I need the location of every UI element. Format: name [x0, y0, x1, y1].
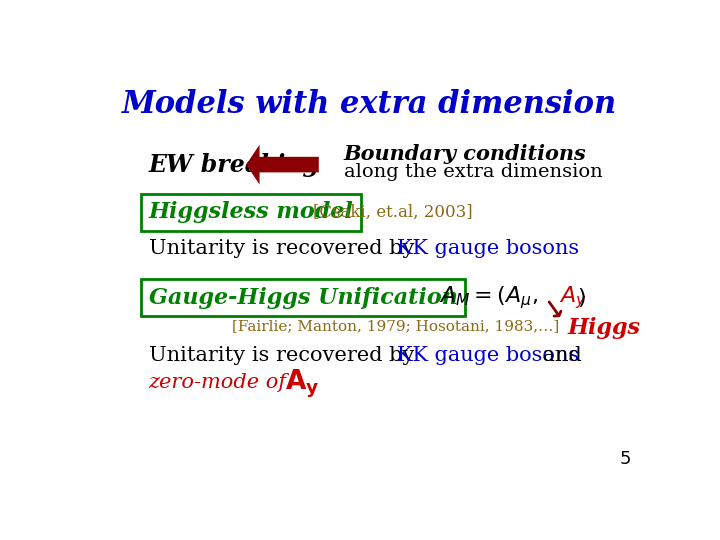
Text: $A_y$: $A_y$: [559, 284, 587, 311]
Text: [Csaki, et.al, 2003]: [Csaki, et.al, 2003]: [313, 204, 473, 221]
Text: Gauge-Higgs Unification: Gauge-Higgs Unification: [148, 287, 457, 309]
Text: Unitarity is recovered by: Unitarity is recovered by: [148, 239, 420, 258]
Text: KK gauge bosons: KK gauge bosons: [397, 239, 579, 258]
Text: and: and: [536, 346, 582, 366]
Text: 5: 5: [620, 450, 631, 468]
Text: zero-mode of: zero-mode of: [148, 373, 293, 392]
Text: KK gauge bosons: KK gauge bosons: [397, 346, 579, 366]
Text: Models with extra dimension: Models with extra dimension: [122, 89, 616, 120]
Text: $\mathbf{A_y}$: $\mathbf{A_y}$: [285, 368, 320, 400]
Text: Unitarity is recovered by: Unitarity is recovered by: [148, 346, 420, 366]
Text: EW breaking: EW breaking: [148, 153, 320, 177]
Text: [Fairlie; Manton, 1979; Hosotani, 1983,…]: [Fairlie; Manton, 1979; Hosotani, 1983,……: [233, 319, 559, 333]
Text: Higgsless model: Higgsless model: [148, 201, 354, 224]
Text: along the extra dimension: along the extra dimension: [344, 163, 603, 181]
Text: Boundary conditions: Boundary conditions: [344, 144, 587, 164]
Text: Higgs: Higgs: [567, 316, 640, 339]
Text: $)$: $)$: [577, 286, 586, 309]
Text: $A_M = (A_\mu, $: $A_M = (A_\mu, $: [438, 284, 538, 311]
